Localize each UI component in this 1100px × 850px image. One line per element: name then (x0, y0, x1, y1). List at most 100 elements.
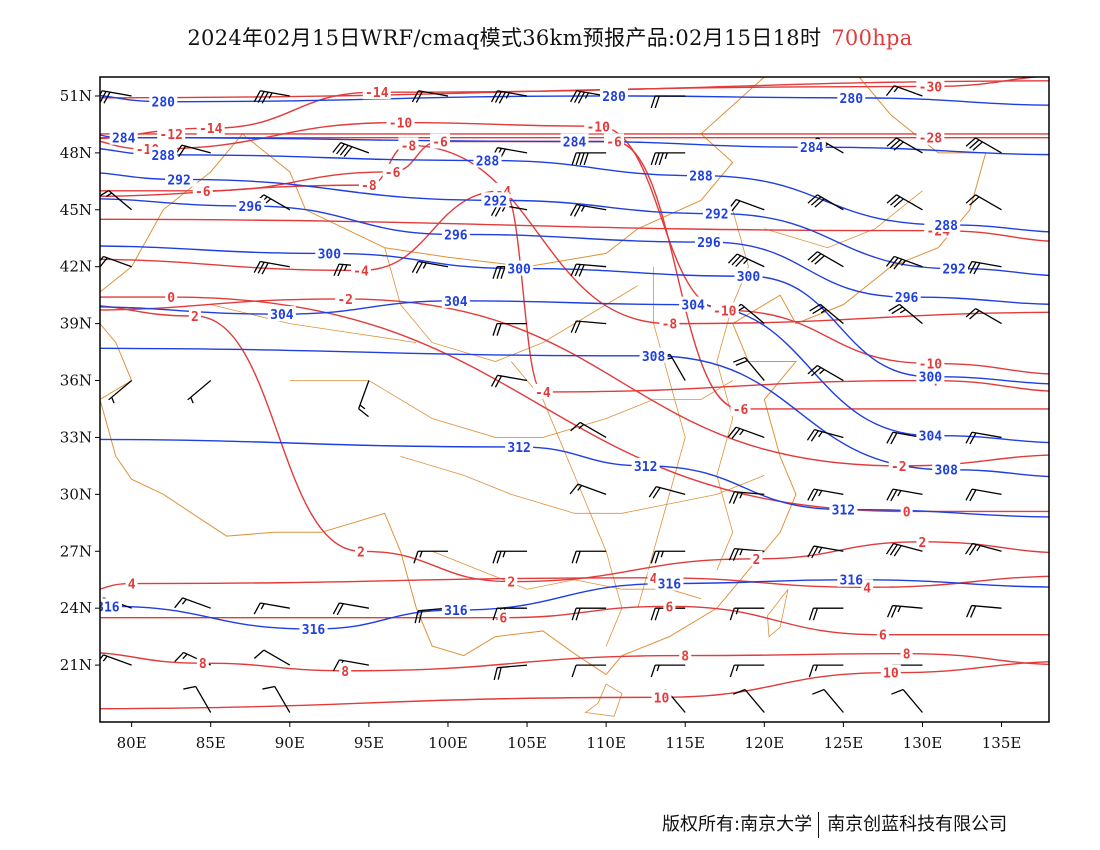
temperature-label: -28 (919, 132, 943, 147)
temperature-label-bg (876, 626, 889, 642)
wind-barb (569, 203, 607, 217)
temperature-label: -10 (389, 117, 413, 132)
height-label-bg (916, 368, 945, 384)
temperature-label-bg (900, 645, 913, 661)
lon-label: 85E (196, 734, 226, 752)
wind-barb (100, 654, 132, 666)
temperature-label-bg (679, 647, 692, 663)
wind-barb (965, 542, 1002, 556)
wind-barb (808, 664, 844, 678)
temperature-label-bg (350, 262, 371, 278)
wind-barb (262, 685, 291, 713)
wind-barb (570, 421, 607, 439)
height-label: 288 (934, 219, 958, 234)
temperature-label-bg (659, 315, 680, 331)
height-label: 292 (705, 208, 728, 223)
temperature-label: 8 (903, 648, 911, 663)
height-label: 304 (270, 308, 294, 323)
wind-barb (806, 429, 844, 442)
wind-barb (727, 253, 765, 268)
lat-label: 27N (60, 542, 92, 560)
height-label: 312 (634, 460, 657, 475)
height-label-bg (473, 152, 502, 168)
height-label-bg (481, 192, 510, 208)
wind-barb (492, 550, 528, 564)
temperature-label-bg (916, 129, 945, 145)
temperature-label: 6 (499, 612, 507, 627)
height-label: 280 (152, 96, 176, 111)
wind-barb (650, 550, 686, 564)
temperature-label: -6 (606, 136, 622, 151)
lon-label: 80E (117, 734, 147, 752)
wind-barb (108, 380, 133, 404)
temperature-label: -10 (919, 357, 943, 372)
wind-barb (570, 320, 607, 334)
height-label-bg (299, 621, 328, 637)
temperature-label: -12 (159, 128, 182, 143)
height-label: 316 (96, 600, 120, 615)
temperature-label-bg (157, 125, 186, 141)
wind-barb (332, 142, 370, 158)
height-contour-line (100, 347, 1049, 478)
height-label-bg (149, 93, 178, 109)
wind-barb (886, 137, 923, 154)
wind-barb (886, 488, 923, 502)
temperature-contour-line (100, 605, 1049, 636)
height-label: 308 (642, 350, 666, 365)
wind-barb (493, 664, 528, 681)
wind-barb (886, 604, 923, 618)
height-label-bg (916, 427, 945, 443)
temperature-label: 10 (883, 667, 899, 682)
wind-barb (733, 356, 765, 381)
temperature-contour-line (100, 218, 1049, 242)
temperature-label-bg (497, 609, 510, 625)
height-label-bg (315, 245, 344, 261)
wind-barb (807, 488, 844, 502)
temperature-label-bg (750, 550, 763, 566)
wind-barb (411, 260, 449, 274)
height-label-bg (600, 87, 629, 103)
wind-barb (965, 488, 1002, 502)
height-label-bg (631, 457, 660, 473)
lat-label: 51N (60, 87, 92, 105)
height-label: 308 (934, 464, 958, 479)
province-border (767, 588, 789, 638)
wind-barb (727, 198, 765, 212)
wind-barb (808, 607, 844, 621)
wind-barb (650, 152, 686, 166)
plot-frame (99, 76, 1050, 723)
temperature-label: 2 (357, 545, 365, 560)
province-border (384, 247, 638, 362)
wind-barb (100, 255, 132, 268)
lon-label: 120E (745, 734, 785, 752)
temperature-label: 4 (650, 572, 658, 587)
wind-barb (886, 194, 923, 211)
height-label-bg (655, 575, 684, 591)
height-label: 296 (444, 228, 468, 243)
height-label-bg (100, 598, 122, 614)
height-label: 288 (689, 170, 713, 185)
wind-barb (100, 189, 133, 211)
temperature-label: -6 (195, 185, 211, 200)
height-label-bg (165, 171, 194, 187)
height-label-bg (441, 602, 470, 618)
province-border (584, 683, 623, 717)
height-label: 312 (507, 441, 530, 456)
wind-barb (411, 90, 449, 103)
temperature-label-bg (382, 163, 403, 179)
height-label: 280 (602, 90, 626, 105)
wind-barb (727, 426, 765, 439)
temperature-label-bg (188, 308, 201, 324)
wind-barb (733, 688, 765, 713)
temperature-label-bg (730, 400, 751, 416)
height-label-bg (734, 268, 763, 284)
lon-label: 105E (507, 734, 547, 752)
china-boundaries (100, 77, 987, 717)
height-label: 292 (942, 263, 965, 278)
wind-barb (648, 485, 686, 499)
height-label-bg (837, 89, 866, 105)
height-label-bg (932, 461, 961, 477)
temperature-label-bg (398, 137, 419, 153)
height-label-bg (940, 260, 969, 276)
wind-barb (650, 664, 686, 678)
